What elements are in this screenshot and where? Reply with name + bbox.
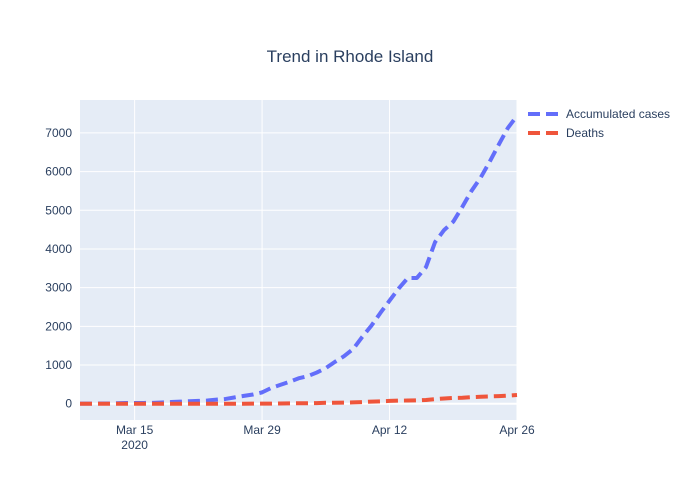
y-tick-label: 0 <box>65 397 72 411</box>
x-tick-label: Apr 26 <box>499 423 535 437</box>
x-tick-label: Apr 12 <box>372 423 408 437</box>
y-tick-label: 4000 <box>45 242 72 256</box>
legend-label: Deaths <box>566 126 604 140</box>
grid <box>80 100 518 420</box>
y-tick-label: 2000 <box>45 319 72 333</box>
x-tick-label: Mar 15 <box>116 423 154 437</box>
legend-label: Accumulated cases <box>566 107 670 121</box>
legend-item[interactable]: Accumulated cases <box>528 107 670 121</box>
y-tick-label: 1000 <box>45 358 72 372</box>
x-tick-sublabel: 2020 <box>121 438 148 452</box>
x-tick-label: Mar 29 <box>243 423 281 437</box>
series-line <box>80 393 518 406</box>
legend-item[interactable]: Deaths <box>528 126 604 140</box>
series-layer <box>80 114 519 406</box>
chart-title: Trend in Rhode Island <box>267 47 434 66</box>
y-tick-label: 5000 <box>45 203 72 217</box>
plot-area <box>80 100 517 420</box>
legend[interactable]: Accumulated cases Deaths <box>528 107 670 140</box>
y-tick-label: 7000 <box>45 126 72 140</box>
y-tick-label: 3000 <box>45 281 72 295</box>
y-tick-label: 6000 <box>45 165 72 179</box>
y-axis: 0 1000 2000 3000 4000 5000 6000 7000 <box>45 126 72 411</box>
